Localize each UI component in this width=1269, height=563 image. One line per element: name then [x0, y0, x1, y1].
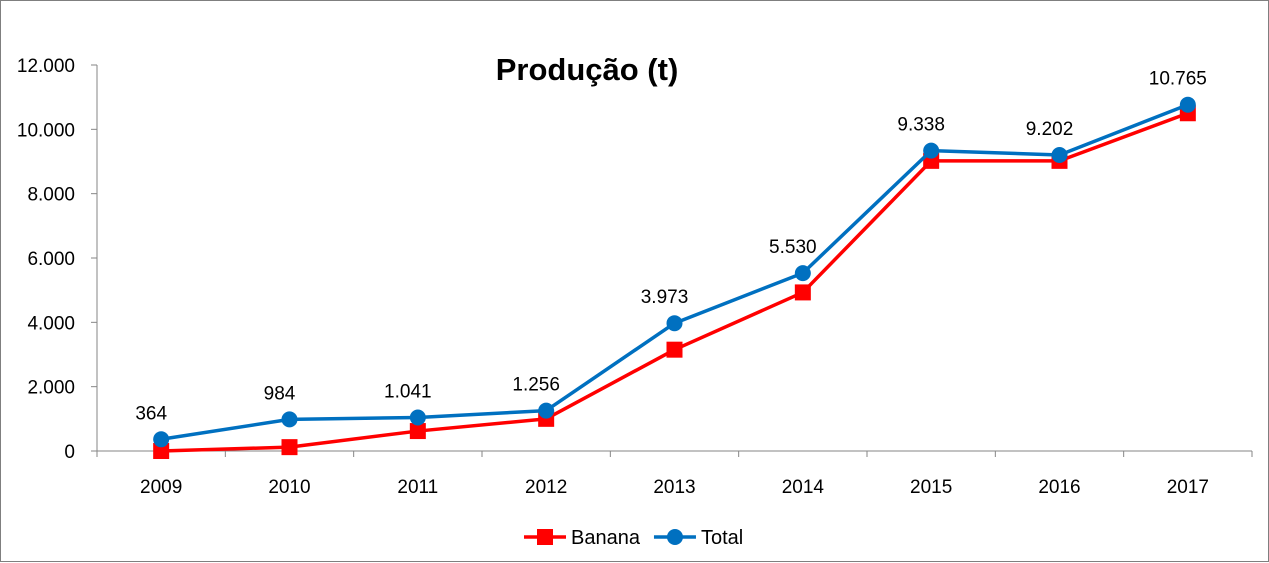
data-point	[666, 341, 683, 358]
series-line-banana	[161, 111, 1189, 453]
y-tick-label: 4.000	[27, 313, 75, 334]
x-tick-label: 2015	[910, 477, 952, 498]
legend-item-total: Total	[653, 527, 743, 549]
x-tick-label: 2016	[1038, 477, 1080, 498]
data-point	[409, 409, 426, 426]
data-label: 3.973	[641, 287, 689, 308]
data-point	[409, 423, 426, 440]
legend-marker	[666, 529, 683, 545]
series-total	[153, 96, 1196, 448]
data-point	[1051, 147, 1068, 164]
x-tick-label: 2017	[1167, 477, 1209, 498]
x-tick-label: 2013	[653, 477, 695, 498]
chart-title: Produção (t)	[496, 52, 679, 87]
data-label: 984	[264, 383, 296, 404]
axes: 0 2.000 4.000 6.000 8.000 10.000 12.000 2009 201…	[17, 56, 1253, 498]
data-point	[923, 142, 940, 159]
data-labels: 364 984 1.041 1.256 3.973 5.530 9.338 9.202 10.7…	[135, 69, 1207, 425]
data-label: 364	[135, 403, 167, 424]
series-banana	[153, 105, 1196, 459]
legend: Banana Total	[524, 527, 743, 549]
legend-item-banana: Banana	[524, 527, 641, 549]
data-label: 9.338	[897, 115, 945, 136]
data-label: 1.041	[384, 382, 432, 403]
data-point	[666, 315, 683, 332]
y-tick-label: 8.000	[27, 185, 75, 206]
y-tick-label: 2.000	[27, 378, 75, 399]
x-tick-label: 2010	[268, 477, 310, 498]
data-label: 10.765	[1149, 69, 1207, 90]
data-label: 5.530	[769, 237, 817, 258]
x-tick-label: 2011	[397, 477, 438, 498]
data-point	[281, 439, 298, 456]
data-point	[281, 411, 298, 428]
x-tick-label: 2014	[782, 477, 825, 498]
series-layer	[153, 96, 1196, 459]
y-tick-label: 10.000	[17, 120, 75, 141]
legend-label: Banana	[571, 527, 641, 549]
y-tick-label: 12.000	[17, 56, 75, 77]
x-tick-label: 2012	[525, 477, 567, 498]
y-tick-label: 0	[64, 442, 75, 463]
data-point	[538, 402, 555, 419]
data-label: 9.202	[1026, 119, 1074, 140]
data-point	[794, 265, 811, 282]
y-tick-label: 6.000	[27, 249, 75, 270]
series-line-total	[160, 103, 1189, 442]
data-label: 1.256	[512, 375, 560, 396]
data-point	[153, 443, 170, 459]
x-tick-label: 2009	[140, 477, 182, 498]
data-point	[153, 431, 170, 448]
legend-marker	[537, 529, 553, 545]
data-point	[794, 284, 811, 301]
legend-label: Total	[701, 527, 743, 549]
data-point	[1179, 96, 1196, 113]
